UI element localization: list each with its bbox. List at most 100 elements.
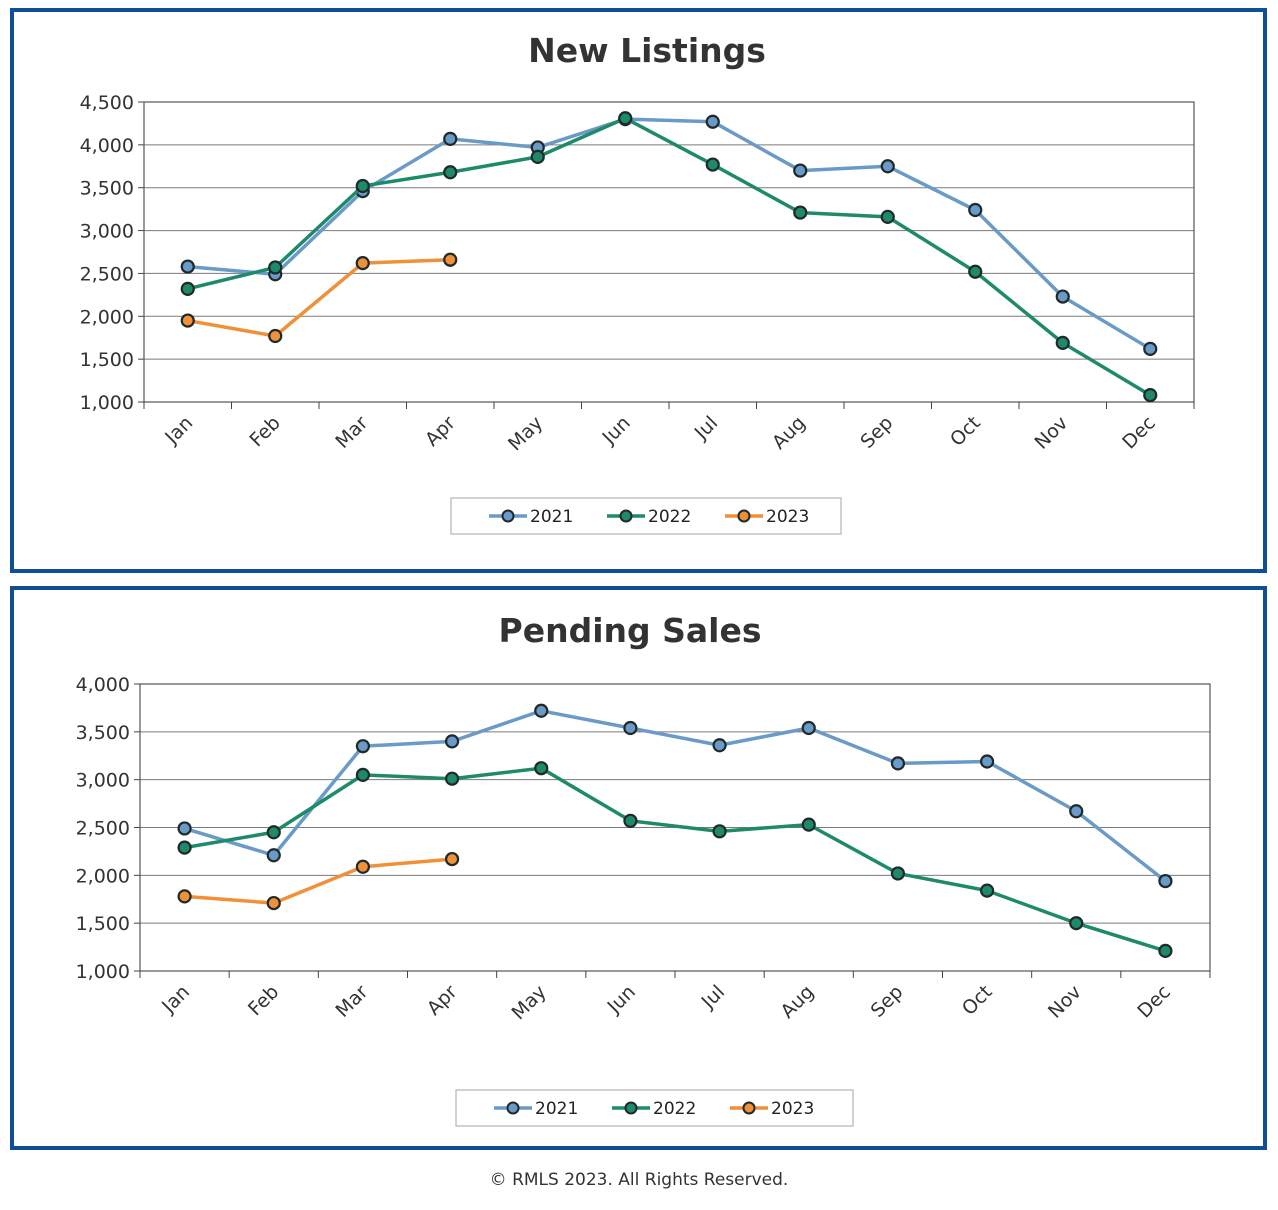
y-tick-label: 2,500: [76, 818, 130, 840]
x-tick-label-jul: Jul: [690, 412, 722, 444]
data-point-2022-mar: [355, 178, 370, 194]
data-point-2023-feb: [268, 328, 283, 344]
pending-sales-chart: Pending Sales 1,000 1,500 2,000 2,500 3,000 3,…: [76, 611, 1211, 1127]
y-tick-label: 2,000: [76, 865, 130, 887]
data-point-2021-feb: [266, 848, 281, 863]
legend-box: [455, 1089, 854, 1127]
data-point-2022-jul: [712, 824, 727, 839]
y-tick-label: 1,000: [80, 392, 134, 414]
data-point-2021-jan: [180, 259, 195, 274]
x-tick-label-sep: Sep: [856, 412, 897, 453]
x-tick-label-may: May: [507, 981, 550, 1024]
y-tick-label: 3,000: [80, 221, 134, 243]
data-point-2022-oct: [968, 264, 983, 279]
legend-label-2022: 2022: [653, 1099, 696, 1119]
series-line-2022: [184, 766, 1166, 953]
x-tick-label-aug: Aug: [768, 412, 810, 454]
y-tick-label: 3,500: [76, 722, 130, 744]
data-point-2023-apr: [444, 851, 460, 867]
data-point-2021-jul: [705, 114, 720, 129]
y-tick-label: 4,000: [80, 135, 134, 157]
data-point-2021-sep: [880, 159, 895, 174]
y-tick-label: 3,500: [80, 178, 134, 200]
data-point-2022-feb: [268, 260, 283, 275]
x-tick-label-aug: Aug: [776, 981, 818, 1023]
legend-swatch-marker-2021: [501, 509, 515, 523]
data-point-2022-may: [530, 149, 545, 164]
x-tick-label-nov: Nov: [1044, 981, 1086, 1023]
x-tick-label-jun: Jun: [603, 981, 640, 1018]
data-point-2022-dec: [1143, 388, 1158, 403]
data-point-2022-oct: [979, 883, 995, 898]
x-tick-label-jul: Jul: [697, 981, 729, 1013]
y-tick-label: 2,000: [80, 306, 134, 328]
data-point-2022-mar: [355, 767, 371, 782]
x-tick-label-oct: Oct: [958, 981, 997, 1020]
x-tick-label-feb: Feb: [245, 412, 284, 451]
data-point-2022-sep: [890, 866, 906, 881]
legend: 2021 2022 2023: [450, 497, 842, 535]
plot-frame: [143, 101, 1195, 403]
data-point-2021-nov: [1055, 289, 1070, 304]
x-tick-label-dec: Dec: [1133, 981, 1175, 1023]
data-point-2021-nov: [1069, 804, 1084, 819]
y-tick-label: 4,000: [76, 674, 130, 696]
data-point-2021-jan: [177, 821, 192, 836]
series-line-2023: [187, 257, 451, 338]
x-tick-label-feb: Feb: [244, 981, 283, 1020]
data-point-2021-aug: [801, 720, 816, 736]
legend-swatch-marker-2022: [619, 509, 633, 523]
y-tick-label: 1,500: [76, 913, 130, 935]
data-point-2022-feb: [266, 825, 281, 840]
legend-label-2021: 2021: [530, 507, 573, 527]
data-point-2023-apr: [443, 252, 458, 267]
data-point-2022-apr: [444, 771, 460, 786]
data-point-2022-nov: [1069, 916, 1084, 931]
legend: 2021 2022 2023: [455, 1089, 854, 1127]
x-tick-label-sep: Sep: [867, 981, 908, 1022]
data-point-2023-feb: [266, 895, 281, 911]
x-tick-label-mar: Mar: [331, 412, 372, 453]
data-point-2022-jan: [177, 840, 192, 855]
y-tick-label: 2,500: [80, 263, 134, 285]
data-point-2023-mar: [355, 859, 371, 874]
data-point-2021-oct: [968, 202, 983, 218]
x-tick-label-dec: Dec: [1118, 412, 1160, 454]
x-tick-label-mar: Mar: [332, 981, 373, 1022]
data-point-2021-dec: [1143, 341, 1158, 356]
legend-label-2023: 2023: [766, 507, 809, 527]
copyright-footer: © RMLS 2023. All Rights Reserved.: [489, 1170, 789, 1190]
y-tick-label: 1,000: [76, 961, 130, 983]
series-line-2022: [187, 116, 1152, 397]
legend-label-2021: 2021: [535, 1099, 578, 1119]
series-line-2023: [184, 857, 453, 905]
data-point-2021-apr: [443, 131, 458, 146]
chart-title: Pending Sales: [499, 611, 762, 650]
chart-title: New Listings: [528, 31, 766, 70]
data-point-2022-aug: [801, 817, 816, 832]
data-point-2021-sep: [890, 756, 906, 771]
data-point-2022-dec: [1158, 943, 1173, 959]
legend-swatch-marker-2023: [737, 509, 751, 523]
data-point-2021-apr: [444, 734, 460, 749]
data-point-2021-jun: [623, 720, 638, 736]
new-listings-chart: New Listings 1,000 1,500 2,000 2,500 3,000 3,5…: [80, 31, 1195, 535]
data-point-2022-apr: [443, 165, 458, 180]
x-tick-label-oct: Oct: [946, 412, 985, 451]
data-point-2021-jul: [712, 738, 727, 753]
data-point-2023-jan: [180, 313, 195, 328]
data-point-2022-may: [534, 761, 549, 776]
x-tick-label-may: May: [504, 412, 547, 455]
y-tick-label: 1,500: [80, 349, 134, 371]
data-point-2021-dec: [1158, 873, 1173, 889]
data-point-2021-mar: [355, 739, 371, 754]
x-tick-label-apr: Apr: [421, 412, 460, 451]
data-point-2021-may: [534, 703, 549, 718]
data-point-2022-nov: [1055, 335, 1070, 350]
legend-label-2022: 2022: [648, 507, 691, 527]
data-point-2021-aug: [793, 163, 808, 178]
legend-swatch-marker-2021: [506, 1101, 520, 1115]
y-tick-label: 3,000: [76, 770, 130, 792]
pending-sales-panel: Pending Sales 1,000 1,500 2,000 2,500 3,000 3,…: [10, 586, 1267, 1150]
new-listings-panel: New Listings 1,000 1,500 2,000 2,500 3,000 3,5…: [10, 8, 1267, 573]
